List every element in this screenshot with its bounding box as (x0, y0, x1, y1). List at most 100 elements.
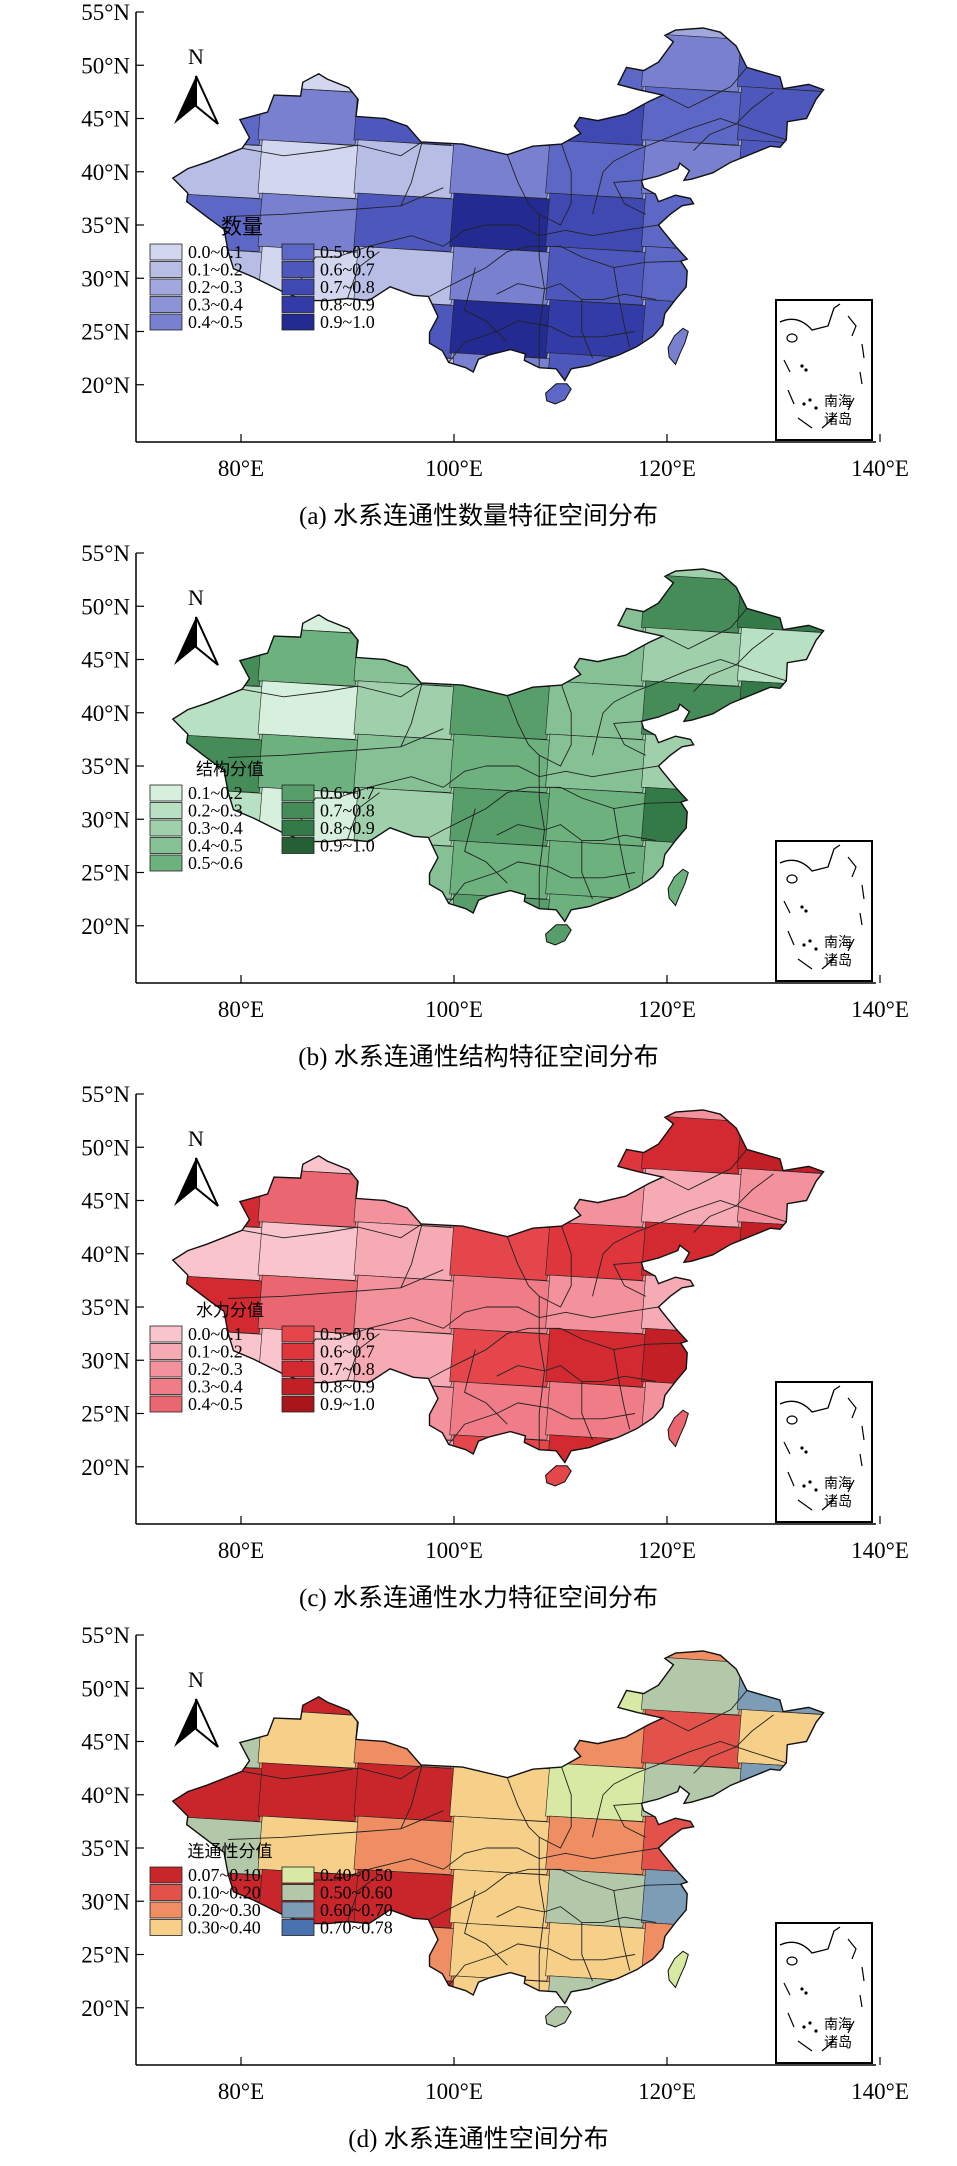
lat-tick-label: 25°N (81, 861, 130, 886)
basin-polygon (736, 786, 824, 847)
legend-label: 0.20~0.30 (188, 1900, 261, 1920)
basin-polygon (449, 733, 556, 793)
basin-boundary (347, 792, 380, 840)
basin-polygon (736, 139, 824, 199)
legend-swatch (149, 1378, 183, 1395)
basin-polygon (641, 245, 748, 306)
basin-boundary (613, 1890, 631, 1971)
legend-swatch (281, 278, 315, 296)
hainan-island (545, 2006, 572, 2028)
legend-label: 0.50~0.60 (320, 1883, 393, 1903)
basin-boundary (464, 808, 508, 884)
basin-polygon (449, 1221, 556, 1281)
lon-tick-label: 100°E (425, 456, 483, 481)
basin-polygon (172, 1434, 268, 1463)
north-label: N (188, 44, 204, 69)
legend-swatch (149, 1360, 183, 1378)
basin-polygon (257, 893, 364, 922)
basin-polygon (641, 627, 748, 687)
inset-dash-line (787, 930, 795, 946)
inset-label: 诸岛 (824, 412, 852, 428)
legend-swatch (149, 1395, 183, 1413)
basin-polygon (641, 893, 748, 922)
north-label: N (188, 1667, 204, 1692)
basin-boundary (581, 299, 593, 359)
inset-dash-line (797, 958, 813, 970)
basin-boundary (448, 1402, 636, 1445)
basin-boundary (486, 1847, 659, 1860)
inset-coastline (779, 1926, 841, 1954)
legend-label: 0.3~0.4 (188, 295, 243, 315)
basin-polygon (545, 299, 652, 359)
basin-polygon (736, 1815, 824, 1875)
basin-polygon (257, 192, 364, 252)
inset-taiwan (847, 1397, 857, 1419)
legend-label: 0.40~0.50 (320, 1865, 393, 1885)
basin-polygon (545, 139, 652, 199)
basin-polygon (449, 139, 556, 199)
legend-swatch (281, 1901, 315, 1919)
map-canvas: 55°N 50°N 45°N 40°N 35°N 30°N 25°N 20°N 80°E 100°… (81, 541, 909, 1022)
basin-boundary (336, 224, 487, 258)
lat-tick-label: 25°N (81, 1943, 130, 1968)
basin-boundary (496, 283, 657, 301)
legend-swatch (281, 1378, 315, 1395)
basin-boundary (693, 1714, 774, 1774)
basin-boundary (228, 187, 444, 217)
basin-polygon (641, 192, 748, 252)
taiwan-island (667, 1409, 689, 1448)
basin-boundary (528, 1327, 681, 1351)
basin-polygon (449, 245, 556, 306)
lat-tick-label: 50°N (81, 53, 130, 78)
basin-polygon (736, 1327, 824, 1388)
basin-polygon (449, 192, 556, 252)
basin-polygon (736, 192, 824, 252)
map-panel-quantity: 55°N 50°N 45°N 40°N 35°N 30°N 25°N 20°N 80°E 100°… (0, 0, 957, 541)
basin-boundary (613, 720, 646, 756)
basin-polygon (172, 680, 268, 740)
basin-polygon (736, 1221, 824, 1281)
legend-label: 0.4~0.5 (188, 836, 243, 856)
basin-polygon (545, 1381, 652, 1441)
basin-polygon (736, 32, 824, 93)
legend-swatch (281, 313, 315, 331)
legend-label: 0.4~0.5 (188, 312, 243, 332)
inset-taiwan (847, 315, 857, 337)
lat-tick-label: 40°N (81, 701, 130, 726)
basin-boundary (336, 765, 487, 799)
basin-boundary (429, 1327, 529, 1379)
inset-island-dot (800, 1987, 804, 1991)
inset-coastline (779, 844, 841, 872)
inset-dash-line (821, 1499, 835, 1511)
lat-tick-label: 55°N (81, 0, 130, 25)
inset-label: 南海 (824, 394, 852, 410)
basin-boundary (662, 1690, 748, 1732)
basin-boundary (293, 797, 337, 831)
basin-polygon (449, 1762, 556, 1822)
legend-swatch (149, 296, 183, 313)
map-canvas: 55°N 50°N 45°N 40°N 35°N 30°N 25°N 20°N 80°E 100°… (81, 0, 909, 481)
basin-polygon (545, 86, 652, 146)
basin-polygon (172, 32, 268, 93)
legend-label: 0.5~0.6 (188, 853, 243, 873)
inset-island-dot (814, 2029, 818, 2033)
inset-dash-line (861, 343, 865, 359)
basin-polygon (641, 1815, 748, 1875)
inset-island-dot (800, 1446, 804, 1450)
inset-island-dot (804, 1450, 808, 1454)
inset-frame (775, 840, 873, 982)
basin-boundary (347, 1874, 380, 1922)
basin-polygon (641, 680, 748, 740)
inset-coastline (779, 1385, 841, 1413)
basin-boundary (429, 1868, 529, 1920)
basin-polygon (736, 573, 824, 634)
basin-polygon (353, 1114, 460, 1175)
north-arrow-icon: N (174, 585, 219, 666)
legend-swatch (281, 837, 315, 854)
inset-island-dot (814, 947, 818, 951)
lat-tick-label: 20°N (81, 914, 130, 939)
inset-island-dot (814, 1488, 818, 1492)
inset-hainan (786, 1956, 798, 1966)
basin-fill-group (172, 1655, 824, 2004)
inset-dash-line (783, 900, 791, 914)
